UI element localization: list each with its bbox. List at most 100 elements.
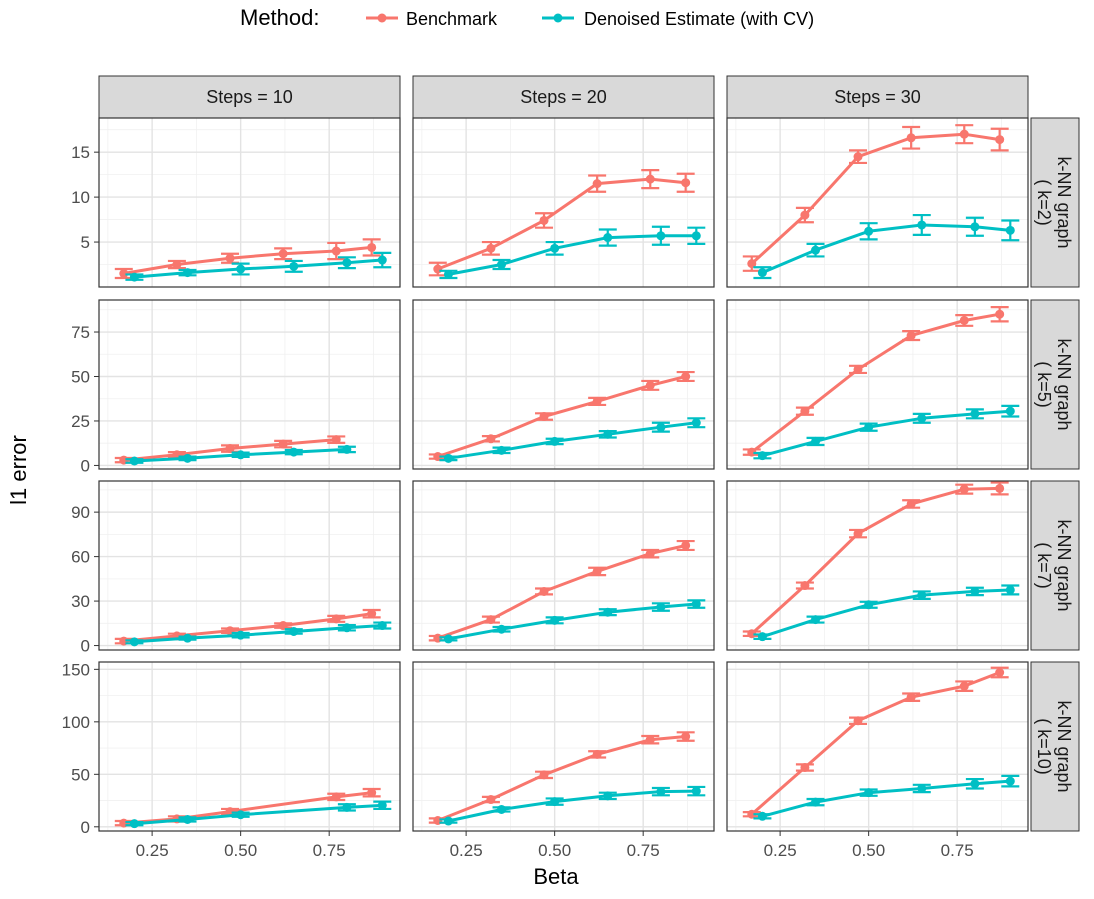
- data-point-benchmark: [681, 732, 691, 742]
- series-denoised: [753, 584, 1020, 642]
- series-denoised: [125, 444, 356, 466]
- data-point-benchmark: [539, 215, 549, 225]
- x-tick-label: 0.75: [313, 841, 346, 860]
- data-point-benchmark: [592, 396, 602, 406]
- row-strip-label-0: k-NN graph( k=2): [1034, 156, 1074, 248]
- series-benchmark: [114, 435, 346, 465]
- data-point-benchmark: [995, 667, 1005, 677]
- data-point-denoised: [864, 422, 874, 432]
- y-tick-label: 10: [71, 188, 90, 207]
- data-point-benchmark: [800, 762, 810, 772]
- gridlines: [413, 300, 714, 469]
- panel-r0-c0: [98, 117, 401, 288]
- data-point-denoised: [342, 802, 352, 812]
- data-point-denoised: [497, 445, 507, 455]
- data-point-denoised: [917, 783, 927, 793]
- data-point-benchmark: [906, 692, 916, 702]
- legend-title: Method:: [240, 5, 320, 30]
- panel-border: [726, 661, 1029, 832]
- y-tick-label: 75: [71, 323, 90, 342]
- data-point-benchmark: [331, 792, 341, 802]
- data-point-benchmark: [995, 309, 1005, 319]
- data-point-denoised: [691, 786, 701, 796]
- data-point-benchmark: [225, 444, 235, 454]
- panel-bg: [727, 118, 1028, 287]
- data-point-benchmark: [486, 795, 496, 805]
- data-point-benchmark: [906, 331, 916, 341]
- data-point-benchmark: [172, 260, 182, 270]
- data-point-benchmark: [853, 364, 863, 374]
- x-tick-label: 0.50: [852, 841, 885, 860]
- data-point-benchmark: [486, 243, 496, 253]
- y-tick-label: 30: [71, 592, 90, 611]
- data-point-denoised: [129, 819, 139, 829]
- y-tick-label: 5: [81, 233, 90, 252]
- panel-r2-c2: [726, 480, 1029, 651]
- legend-item-denoised: Denoised Estimate (with CV): [542, 9, 814, 29]
- data-point-denoised: [603, 607, 613, 617]
- data-point-denoised: [603, 429, 613, 439]
- legend: Method: Benchmark Denoised Estimate (wit…: [240, 5, 814, 30]
- data-point-denoised: [183, 453, 193, 463]
- panel-border: [412, 480, 715, 651]
- x-tick-label: 0.50: [538, 841, 571, 860]
- data-point-denoised: [377, 255, 387, 265]
- legend-label-denoised: Denoised Estimate (with CV): [584, 9, 814, 29]
- series-benchmark: [428, 169, 695, 277]
- data-point-benchmark: [331, 435, 341, 445]
- data-point-denoised: [342, 444, 352, 454]
- panel-r3-c0: [98, 661, 401, 832]
- y-tick-label: 50: [71, 765, 90, 784]
- series-benchmark: [428, 370, 695, 462]
- column-strip-label-0: Steps = 10: [206, 87, 293, 107]
- series-benchmark: [742, 666, 1009, 819]
- legend-key-point-denoised: [553, 13, 563, 23]
- gridlines: [727, 300, 1028, 469]
- data-point-denoised: [497, 624, 507, 634]
- data-point-denoised: [970, 586, 980, 596]
- data-point-benchmark: [539, 770, 549, 780]
- x-tick-label: 0.25: [136, 841, 169, 860]
- row-strip-label-1: k-NN graph( k=5): [1034, 338, 1074, 430]
- series-denoised: [753, 213, 1020, 280]
- y-tick-label: 100: [62, 713, 90, 732]
- series-benchmark: [114, 608, 381, 646]
- data-point-benchmark: [853, 152, 863, 162]
- gridlines: [727, 118, 1028, 287]
- data-point-benchmark: [278, 439, 288, 449]
- data-point-benchmark: [681, 540, 691, 550]
- series-denoised: [439, 417, 706, 463]
- data-point-denoised: [550, 615, 560, 625]
- x-tick-label: 0.75: [941, 841, 974, 860]
- data-point-denoised: [757, 268, 767, 278]
- series-line-denoised: [761, 223, 1011, 274]
- data-point-benchmark: [592, 749, 602, 759]
- data-point-denoised: [603, 233, 613, 243]
- column-strip-label-1: Steps = 20: [520, 87, 607, 107]
- data-point-benchmark: [681, 371, 691, 381]
- data-point-benchmark: [367, 609, 377, 619]
- row-strip-label-2: k-NN graph( k=7): [1034, 519, 1074, 611]
- data-point-benchmark: [800, 210, 810, 220]
- data-point-benchmark: [959, 129, 969, 139]
- data-point-denoised: [289, 261, 299, 271]
- data-point-denoised: [443, 634, 453, 644]
- data-point-denoised: [691, 418, 701, 428]
- y-tick-label: 50: [71, 367, 90, 386]
- data-point-denoised: [1005, 776, 1015, 786]
- y-tick-label: 0: [81, 637, 90, 656]
- data-point-benchmark: [367, 242, 377, 252]
- panel-border: [412, 661, 715, 832]
- data-point-denoised: [342, 258, 352, 268]
- data-point-denoised: [183, 268, 193, 278]
- panel-border: [412, 299, 715, 470]
- gridlines: [727, 662, 1028, 831]
- series-benchmark: [742, 124, 1009, 272]
- data-point-benchmark: [959, 484, 969, 494]
- data-point-benchmark: [433, 264, 443, 274]
- data-point-benchmark: [853, 716, 863, 726]
- data-point-denoised: [377, 800, 387, 810]
- data-point-benchmark: [747, 259, 757, 269]
- y-tick-label: 25: [71, 412, 90, 431]
